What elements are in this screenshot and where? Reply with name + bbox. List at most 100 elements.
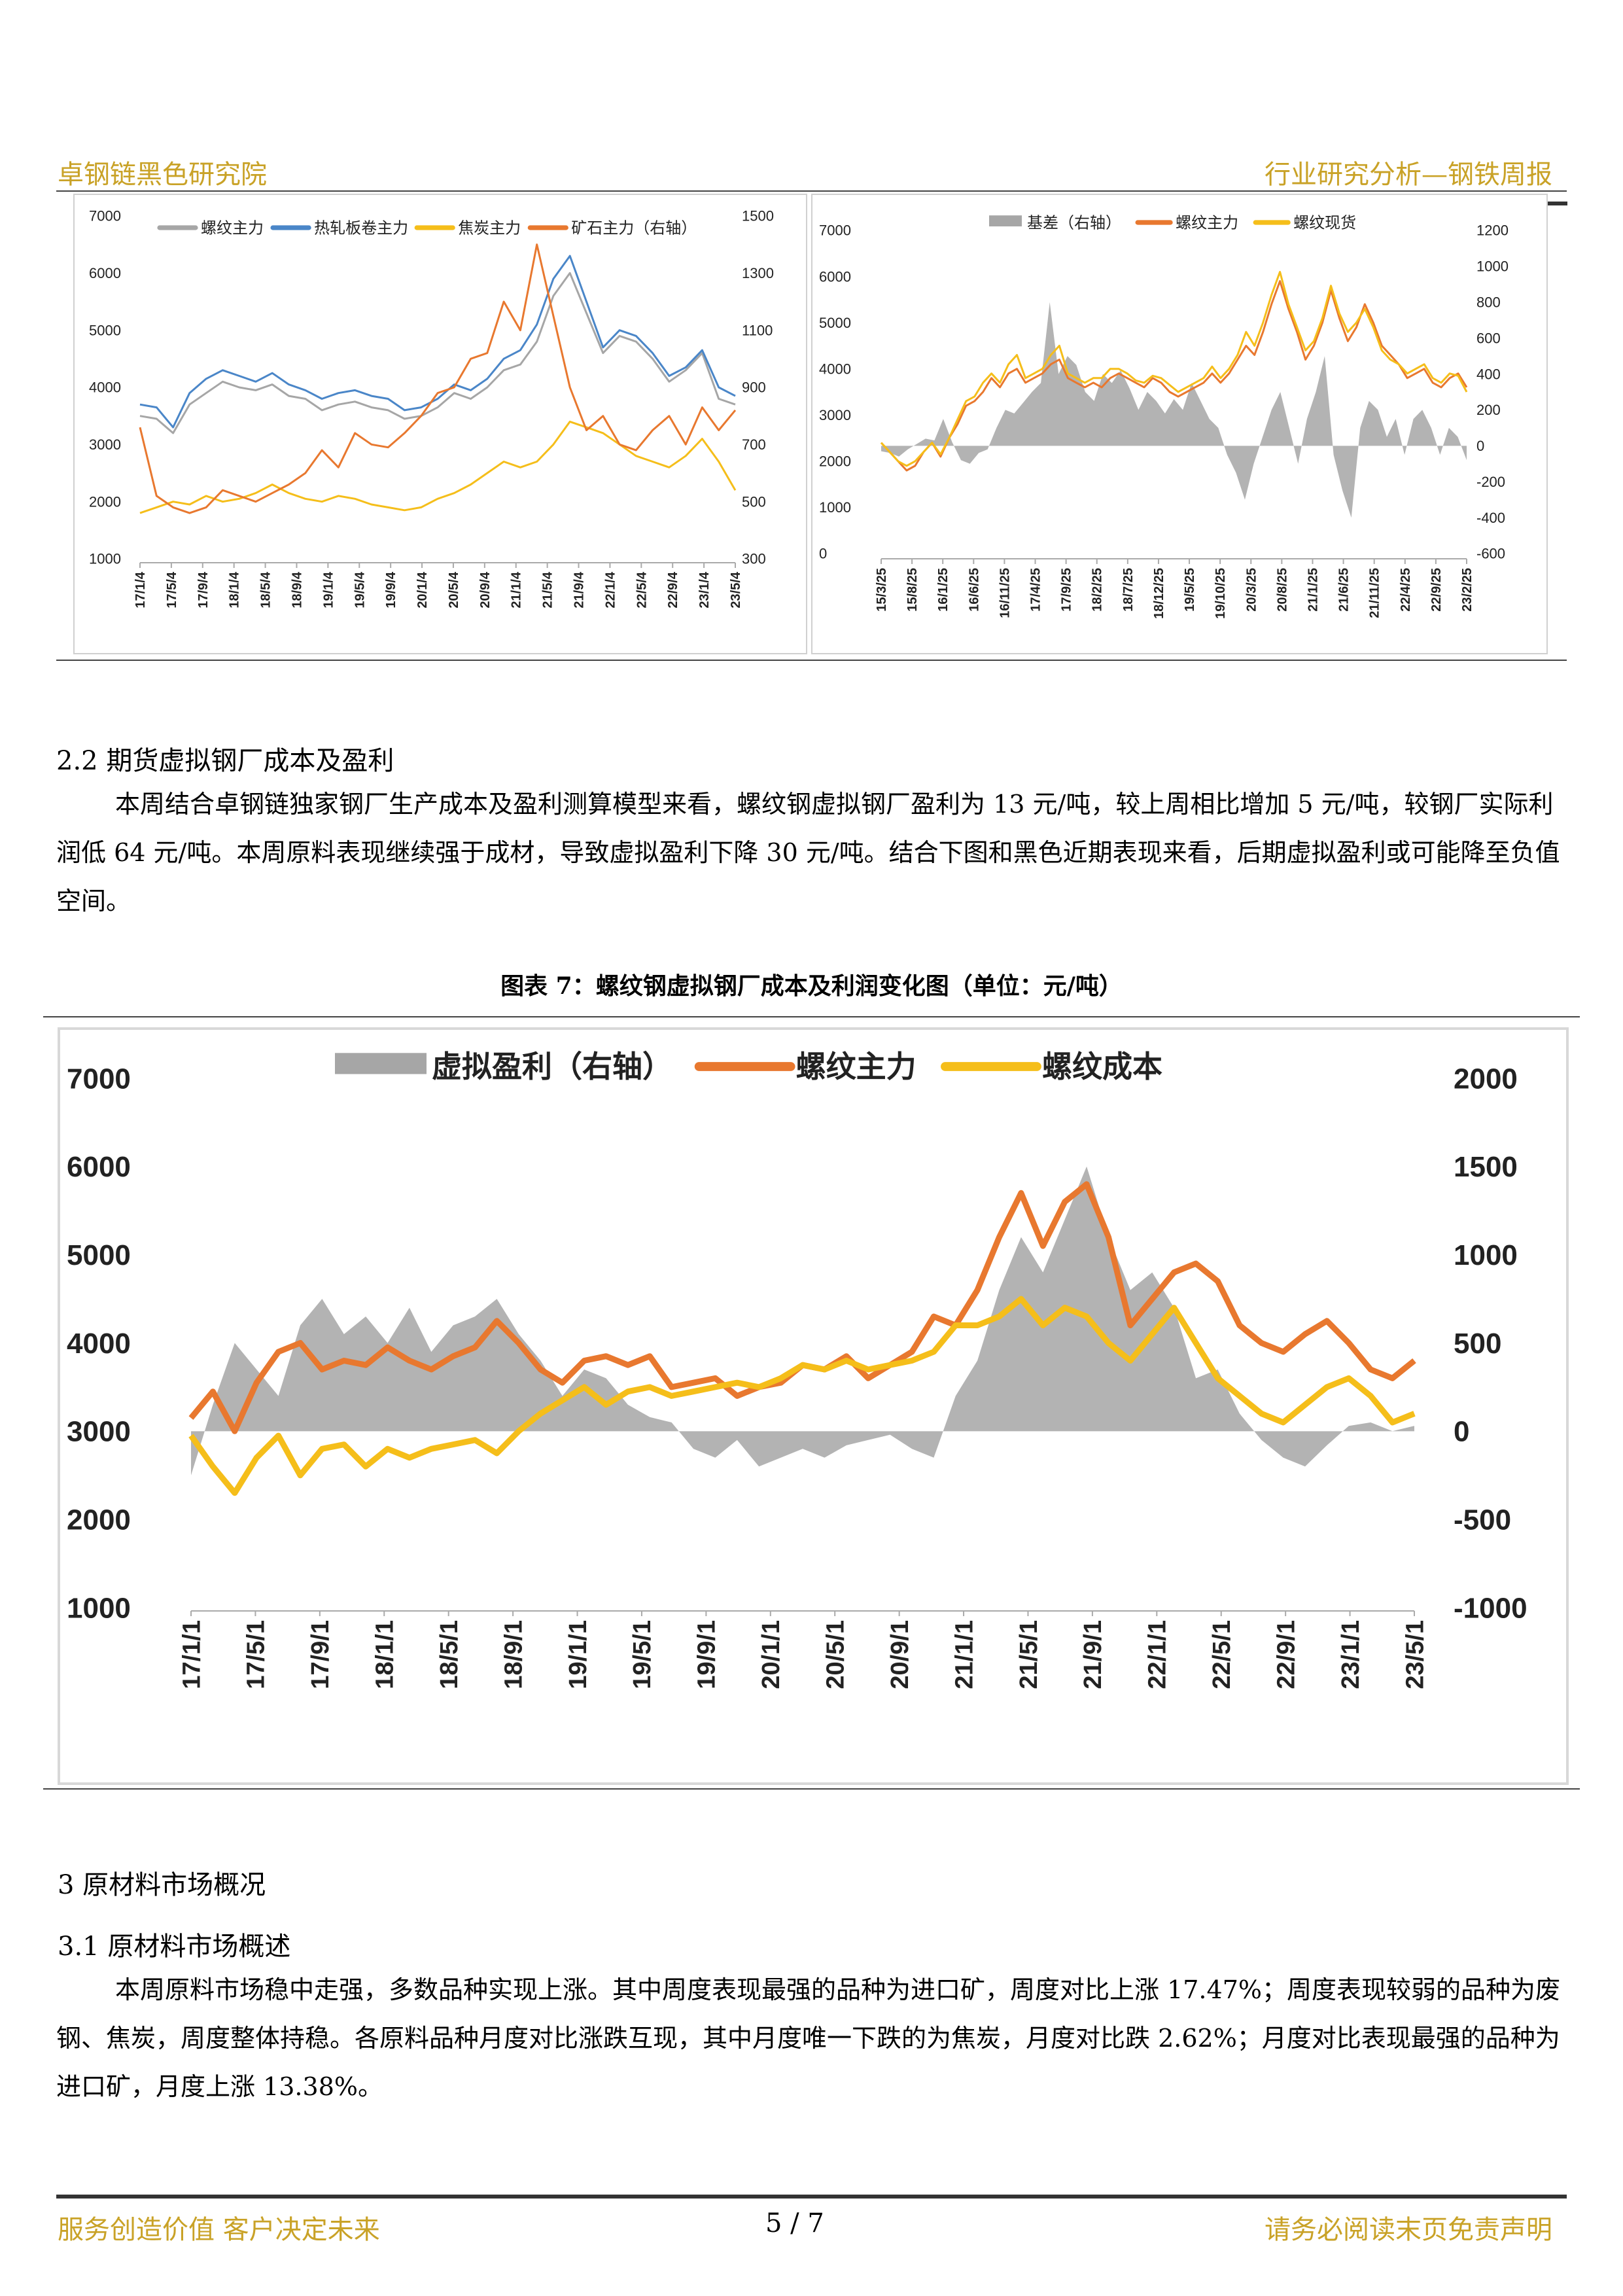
left-axis-tick-label: 6000: [67, 1151, 131, 1183]
x-axis-tick-label: 18/1/4: [228, 571, 242, 608]
right-axis-tick-label: -500: [1454, 1504, 1511, 1536]
x-axis-tick-label: 22/1/4: [603, 571, 618, 608]
right-axis-tick-label: 500: [742, 493, 766, 510]
left-axis-tick-label: 6000: [819, 268, 851, 285]
x-axis-tick-label: 17/5/4: [165, 571, 179, 608]
x-axis-tick-label: 20/9/1: [886, 1620, 914, 1689]
right-axis-tick-label: 1500: [1454, 1151, 1518, 1183]
section-3-1-heading: 3.1 原材料市场概述: [58, 1932, 291, 1962]
legend-label: 焦炭主力: [458, 219, 521, 237]
x-axis-tick-label: 19/5/1: [629, 1620, 656, 1689]
chart-virtual-mill-profit: 1000 2000 3000 4000 5000 6000 7000 -1000 -500 0 50…: [58, 1027, 1569, 1785]
right-axis-tick-label: -400: [1476, 510, 1505, 526]
left-axis-tick-label: 3000: [67, 1416, 131, 1448]
legend-swatch: [335, 1053, 427, 1074]
x-axis-tick-label: 19/1/1: [565, 1620, 592, 1689]
legend-label: 热轧板卷主力: [314, 219, 408, 237]
x-axis-tick-label: 19/5/4: [353, 571, 367, 608]
chart-futures-main-svg: 1000 2000 3000 4000 5000 6000 7000 300 500 700 900…: [89, 208, 774, 609]
left-axis-tick-label: 2000: [89, 493, 121, 510]
x-axis-tick-label: 21/6/25: [1337, 568, 1352, 612]
x-axis-tick-label: 17/9/1: [307, 1620, 334, 1689]
x-axis-tick-label: 23/5/1: [1401, 1620, 1429, 1689]
left-axis-tick-label: 0: [819, 546, 827, 562]
right-axis-tick-label: 800: [1476, 294, 1501, 310]
x-axis-tick-label: 22/5/4: [635, 571, 649, 608]
x-axis-tick-label: 20/3/25: [1244, 568, 1259, 612]
x-axis-tick-label: 17/5/1: [243, 1620, 270, 1689]
right-axis-tick-label: 700: [742, 436, 766, 453]
series-area-基差（右轴）: [881, 302, 1467, 518]
right-axis-tick-label: 900: [742, 380, 766, 396]
x-axis-tick-label: 18/5/4: [259, 571, 273, 608]
x-axis-tick-label: 21/5/1: [1015, 1620, 1043, 1689]
right-axis-tick-label: 2000: [1454, 1063, 1518, 1095]
x-axis-tick-label: 20/5/4: [447, 571, 461, 608]
left-axis-tick-label: 1000: [89, 551, 121, 567]
left-axis-tick-label: 5000: [819, 315, 851, 331]
x-axis-tick-label: 21/9/4: [572, 571, 587, 608]
legend-label: 虚拟盈利（右轴）: [432, 1050, 672, 1084]
section-2-2-paragraph: 本周结合卓钢链独家钢厂生产成本及盈利测算模型来看，螺纹钢虚拟钢厂盈利为 13 元…: [56, 790, 1560, 915]
chart-basis-svg: 01000200030004000500060007000-600-400-20…: [819, 214, 1509, 619]
x-axis-tick-label: 18/7/25: [1121, 568, 1136, 612]
left-axis-tick-label: 2000: [67, 1504, 131, 1536]
x-axis-tick-label: 22/1/1: [1144, 1620, 1172, 1689]
x-axis-tick-label: 23/1/4: [697, 571, 712, 608]
series-line-螺纹成本: [188, 1296, 1416, 1496]
right-axis-tick-label: 400: [1476, 366, 1501, 382]
series-area-虚拟盈利（右轴）: [191, 1166, 1414, 1475]
x-axis-tick-label: 18/2/25: [1091, 568, 1105, 612]
left-axis-tick-label: 7000: [67, 1063, 131, 1095]
header-divider: [56, 190, 1567, 192]
x-axis-tick-label: 21/5/4: [541, 571, 555, 608]
series-line-矿石主力（右轴）: [139, 243, 737, 514]
x-axis-tick-label: 17/9/25: [1060, 568, 1074, 612]
section-3-heading: 3 原材料市场概况: [58, 1870, 266, 1900]
x-axis-tick-label: 19/1/4: [321, 571, 336, 608]
right-axis-tick-label: 1300: [742, 265, 774, 281]
x-axis-tick-label: 21/1/25: [1306, 568, 1320, 612]
page-number: 5 / 7: [765, 2208, 824, 2238]
x-axis-tick-label: 18/5/1: [436, 1620, 463, 1689]
footer-disclaimer: 请务必阅读末页免责声明: [1265, 2215, 1552, 2245]
legend-label: 螺纹主力: [796, 1050, 916, 1084]
footer-slogan: 服务创造价值 客户决定未来: [58, 2215, 380, 2245]
left-axis-tick-label: 5000: [89, 322, 121, 338]
right-axis-tick-label: 600: [1476, 330, 1501, 346]
x-axis-tick-label: 16/6/25: [967, 568, 981, 612]
x-axis-tick-label: 23/5/4: [729, 571, 743, 608]
legend-label: 螺纹现货: [1293, 214, 1356, 232]
x-axis-tick-label: 18/12/25: [1152, 568, 1166, 619]
x-axis-tick-label: 23/1/1: [1337, 1620, 1365, 1689]
right-axis-tick-label: -1000: [1454, 1592, 1527, 1624]
x-axis-tick-label: 20/1/4: [415, 571, 430, 608]
left-axis-tick-label: 4000: [67, 1328, 131, 1360]
x-axis-tick-label: 20/1/1: [758, 1620, 785, 1689]
x-axis-tick-label: 21/11/25: [1368, 568, 1382, 618]
legend-swatch: [989, 215, 1022, 226]
x-axis-tick-label: 15/8/25: [905, 568, 920, 612]
x-axis-tick-label: 20/5/1: [822, 1620, 850, 1689]
x-axis-tick-label: 17/9/4: [196, 571, 211, 608]
x-axis-tick-label: 18/9/4: [290, 571, 304, 608]
series-line-螺纹主力: [880, 280, 1468, 472]
footer-divider: [56, 2195, 1567, 2199]
right-axis-tick-label: 0: [1454, 1416, 1469, 1448]
x-axis-tick-label: 18/1/1: [372, 1620, 399, 1689]
x-axis-tick-label: 17/1/1: [178, 1620, 205, 1689]
right-axis-tick-label: 1000: [1454, 1239, 1518, 1271]
figure-bottom-rule: [43, 1788, 1580, 1790]
legend-label: 基差（右轴）: [1027, 214, 1121, 232]
series-line-螺纹主力: [139, 272, 736, 434]
x-axis-tick-label: 16/1/25: [936, 568, 951, 612]
x-axis-tick-label: 19/10/25: [1213, 568, 1228, 619]
left-axis-tick-label: 7000: [819, 222, 851, 239]
x-axis-tick-label: 18/9/1: [500, 1620, 527, 1689]
left-axis-tick-label: 2000: [819, 453, 851, 470]
x-axis-tick-label: 21/1/4: [510, 571, 524, 608]
left-axis-tick-label: 6000: [89, 265, 121, 281]
legend-label: 螺纹成本: [1042, 1050, 1162, 1084]
left-axis-tick-label: 4000: [89, 380, 121, 396]
right-axis-tick-label: 1200: [1476, 222, 1509, 239]
